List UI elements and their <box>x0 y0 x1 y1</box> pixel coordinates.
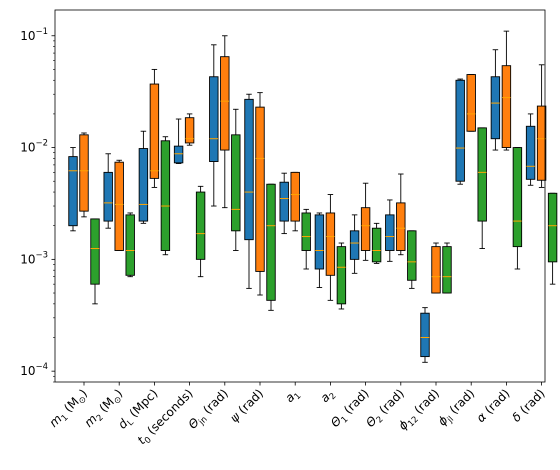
box <box>396 202 406 251</box>
box-7-1 <box>325 194 336 301</box>
box-4-0 <box>209 44 219 207</box>
box-12-1 <box>501 30 512 151</box>
box <box>501 65 512 149</box>
box-6-2 <box>301 208 311 270</box>
box <box>490 76 501 140</box>
box <box>349 230 360 260</box>
box-2-0 <box>138 130 149 224</box>
box-8-0 <box>349 214 360 274</box>
box-2-1 <box>149 68 160 188</box>
box <box>231 134 241 232</box>
box-2-2 <box>160 136 171 256</box>
box-8-1 <box>360 182 371 261</box>
box <box>255 106 265 272</box>
box <box>314 214 325 270</box>
box-6-1 <box>290 171 300 232</box>
box-9-2 <box>407 230 417 289</box>
box-12-2 <box>512 147 523 270</box>
box-12-0 <box>490 49 501 151</box>
y-tick-label: 10−1 <box>20 27 48 43</box>
box <box>536 105 547 181</box>
y-tick-label: 10−4 <box>20 362 48 378</box>
box <box>466 74 476 132</box>
box-9-1 <box>396 173 406 256</box>
box <box>371 227 382 263</box>
box-5-1 <box>255 92 265 296</box>
box <box>325 212 336 276</box>
box-3-2 <box>195 185 206 278</box>
box <box>220 56 230 151</box>
box-5-0 <box>244 93 254 289</box>
box-8-2 <box>371 222 382 264</box>
box <box>442 246 452 294</box>
box-11-1 <box>466 74 476 132</box>
box <box>431 246 441 294</box>
box <box>209 76 219 162</box>
box <box>244 98 254 241</box>
box <box>385 214 395 251</box>
box <box>336 246 347 305</box>
box-9-0 <box>385 199 395 262</box>
box-layer <box>68 30 558 363</box>
y-axis: 10−4 10−3 10−2 10−1 <box>20 27 55 383</box>
box-13-0 <box>525 113 536 186</box>
box-10-1 <box>431 242 441 294</box>
box <box>455 79 465 182</box>
box <box>195 191 206 260</box>
box <box>512 147 523 248</box>
box-1-2 <box>125 212 135 278</box>
box-13-2 <box>547 192 558 285</box>
box <box>477 127 487 222</box>
box <box>90 218 100 285</box>
box-11-2 <box>477 127 487 249</box>
box <box>290 171 300 222</box>
box-3-1 <box>184 113 195 146</box>
y-tick-label: 10−2 <box>20 139 48 155</box>
box-1-1 <box>114 159 124 251</box>
y-tick-label: 10−3 <box>20 250 48 266</box>
box-0-2 <box>90 218 100 305</box>
box <box>525 125 536 180</box>
box <box>149 83 160 179</box>
box-6-0 <box>279 172 289 235</box>
box-10-0 <box>420 307 430 363</box>
box <box>420 312 430 358</box>
box <box>279 181 289 222</box>
box-7-0 <box>314 212 325 288</box>
box <box>68 156 78 227</box>
box <box>160 140 171 251</box>
axes-frame <box>54 9 546 383</box>
box <box>266 183 276 301</box>
box <box>138 148 149 222</box>
box <box>547 192 558 263</box>
box-11-0 <box>455 78 465 185</box>
box-7-2 <box>336 242 347 310</box>
box-4-1 <box>220 35 230 209</box>
box <box>103 171 113 222</box>
box <box>301 212 311 251</box>
box-0-1 <box>79 132 89 218</box>
box-3-0 <box>173 118 184 164</box>
box <box>184 117 195 144</box>
box-4-2 <box>231 108 241 251</box>
box <box>407 230 417 281</box>
box <box>173 145 184 164</box>
box-0-0 <box>68 147 78 232</box>
box <box>125 214 135 276</box>
box-10-2 <box>442 242 452 294</box>
box <box>79 134 89 212</box>
box-13-1 <box>536 64 547 188</box>
box-1-0 <box>103 153 113 229</box>
box <box>360 207 371 251</box>
box <box>114 161 124 251</box>
box-5-2 <box>266 183 276 311</box>
